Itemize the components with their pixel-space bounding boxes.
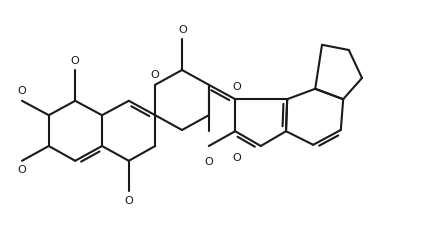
Text: O: O: [232, 153, 241, 163]
Text: O: O: [232, 82, 241, 92]
Text: O: O: [18, 165, 27, 175]
Text: O: O: [125, 196, 133, 206]
Text: O: O: [71, 56, 80, 66]
Text: O: O: [18, 86, 27, 96]
Text: O: O: [178, 25, 187, 35]
Text: O: O: [205, 157, 213, 167]
Text: O: O: [151, 70, 160, 80]
